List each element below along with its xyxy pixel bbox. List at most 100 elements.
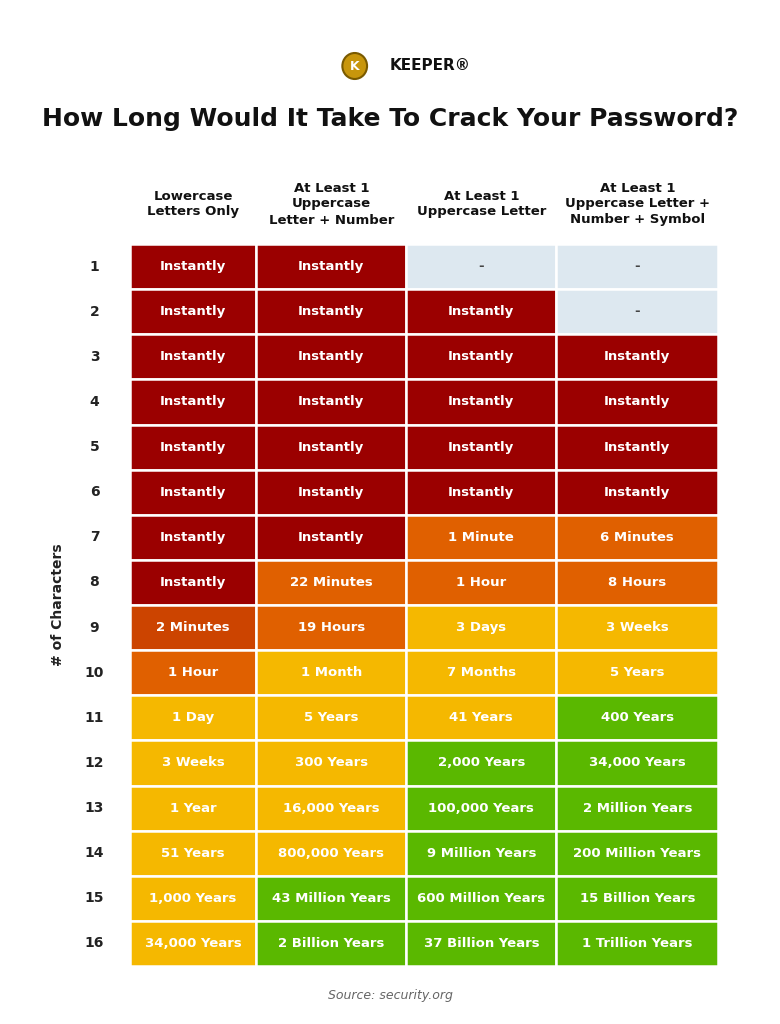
Bar <box>129 785 257 830</box>
Text: 34,000 Years: 34,000 Years <box>589 757 686 769</box>
Bar <box>257 785 406 830</box>
Bar <box>257 334 406 379</box>
Ellipse shape <box>342 53 367 79</box>
Text: 12: 12 <box>85 756 105 770</box>
Bar <box>129 876 257 921</box>
Text: Instantly: Instantly <box>298 530 364 544</box>
Bar <box>129 289 257 334</box>
Bar <box>406 695 556 740</box>
Bar <box>406 425 556 470</box>
Text: 2 Minutes: 2 Minutes <box>156 622 230 634</box>
Text: 5 Years: 5 Years <box>304 712 359 724</box>
Text: 43 Million Years: 43 Million Years <box>272 892 391 905</box>
Bar <box>406 876 556 921</box>
Text: 7 Months: 7 Months <box>447 667 516 679</box>
Text: 800,000 Years: 800,000 Years <box>278 847 385 860</box>
Bar <box>129 515 257 560</box>
Text: 2: 2 <box>90 305 99 318</box>
Text: Instantly: Instantly <box>298 305 364 318</box>
Text: Instantly: Instantly <box>604 350 670 364</box>
Text: 600 Million Years: 600 Million Years <box>417 892 545 905</box>
Text: 6 Minutes: 6 Minutes <box>601 530 674 544</box>
Bar <box>257 560 406 605</box>
Text: 200 Million Years: 200 Million Years <box>573 847 701 860</box>
Text: How Long Would It Take To Crack Your Password?: How Long Would It Take To Crack Your Pas… <box>42 106 738 131</box>
Bar <box>556 379 718 425</box>
Text: Instantly: Instantly <box>160 305 226 318</box>
Text: 3 Weeks: 3 Weeks <box>161 757 225 769</box>
Bar <box>556 470 718 515</box>
Text: 8 Hours: 8 Hours <box>608 575 666 589</box>
Bar <box>129 650 257 695</box>
Text: Instantly: Instantly <box>298 485 364 499</box>
Bar <box>257 289 406 334</box>
Text: 2 Billion Years: 2 Billion Years <box>278 937 385 950</box>
Text: K: K <box>350 59 360 73</box>
Text: 9: 9 <box>90 621 99 635</box>
Bar <box>406 921 556 966</box>
Text: 1 Trillion Years: 1 Trillion Years <box>582 937 693 950</box>
Text: 16: 16 <box>85 936 105 950</box>
Bar <box>257 515 406 560</box>
Bar <box>406 560 556 605</box>
Text: 7: 7 <box>90 530 99 545</box>
Text: Instantly: Instantly <box>604 395 670 409</box>
Text: At Least 1
Uppercase
Letter + Number: At Least 1 Uppercase Letter + Number <box>268 181 394 226</box>
Bar <box>406 244 556 289</box>
Bar <box>556 695 718 740</box>
Text: 41 Years: 41 Years <box>449 712 513 724</box>
Bar <box>406 515 556 560</box>
Text: 15: 15 <box>85 891 105 905</box>
Text: Instantly: Instantly <box>160 485 226 499</box>
Bar <box>129 695 257 740</box>
Bar <box>556 830 718 876</box>
Bar <box>556 515 718 560</box>
Bar <box>406 605 556 650</box>
Text: 22 Minutes: 22 Minutes <box>290 575 373 589</box>
Bar <box>556 921 718 966</box>
Bar <box>129 244 257 289</box>
Text: Instantly: Instantly <box>160 350 226 364</box>
Text: 100,000 Years: 100,000 Years <box>428 802 534 814</box>
Text: 6: 6 <box>90 485 99 499</box>
Bar <box>406 785 556 830</box>
Bar <box>129 470 257 515</box>
Text: At Least 1
Uppercase Letter +
Number + Symbol: At Least 1 Uppercase Letter + Number + S… <box>565 181 710 226</box>
Text: -: - <box>478 260 484 273</box>
Bar <box>257 740 406 785</box>
Text: KEEPER®: KEEPER® <box>390 58 471 74</box>
Text: 1 Day: 1 Day <box>172 712 214 724</box>
Bar <box>129 334 257 379</box>
Text: 5: 5 <box>90 440 99 454</box>
Bar <box>556 289 718 334</box>
Bar <box>406 650 556 695</box>
Text: 3 Weeks: 3 Weeks <box>606 622 668 634</box>
Bar <box>406 379 556 425</box>
Bar <box>556 425 718 470</box>
Text: 51 Years: 51 Years <box>161 847 225 860</box>
Text: Lowercase
Letters Only: Lowercase Letters Only <box>147 189 239 218</box>
Bar <box>257 876 406 921</box>
Bar <box>257 470 406 515</box>
Bar <box>129 740 257 785</box>
Text: 19 Hours: 19 Hours <box>298 622 365 634</box>
Bar <box>556 876 718 921</box>
Text: 10: 10 <box>85 666 105 680</box>
Bar <box>129 830 257 876</box>
Bar <box>129 425 257 470</box>
Text: 34,000 Years: 34,000 Years <box>144 937 241 950</box>
Bar <box>556 244 718 289</box>
Bar <box>556 605 718 650</box>
Bar <box>257 605 406 650</box>
Text: 14: 14 <box>85 846 105 860</box>
Text: 1 Year: 1 Year <box>170 802 216 814</box>
Text: 300 Years: 300 Years <box>295 757 368 769</box>
Text: 1: 1 <box>90 259 99 273</box>
Text: 4: 4 <box>90 395 99 409</box>
Bar <box>556 785 718 830</box>
Text: Instantly: Instantly <box>298 440 364 454</box>
Text: 2 Million Years: 2 Million Years <box>583 802 692 814</box>
Text: Instantly: Instantly <box>160 530 226 544</box>
Text: 1 Month: 1 Month <box>300 667 362 679</box>
Text: Instantly: Instantly <box>448 395 515 409</box>
